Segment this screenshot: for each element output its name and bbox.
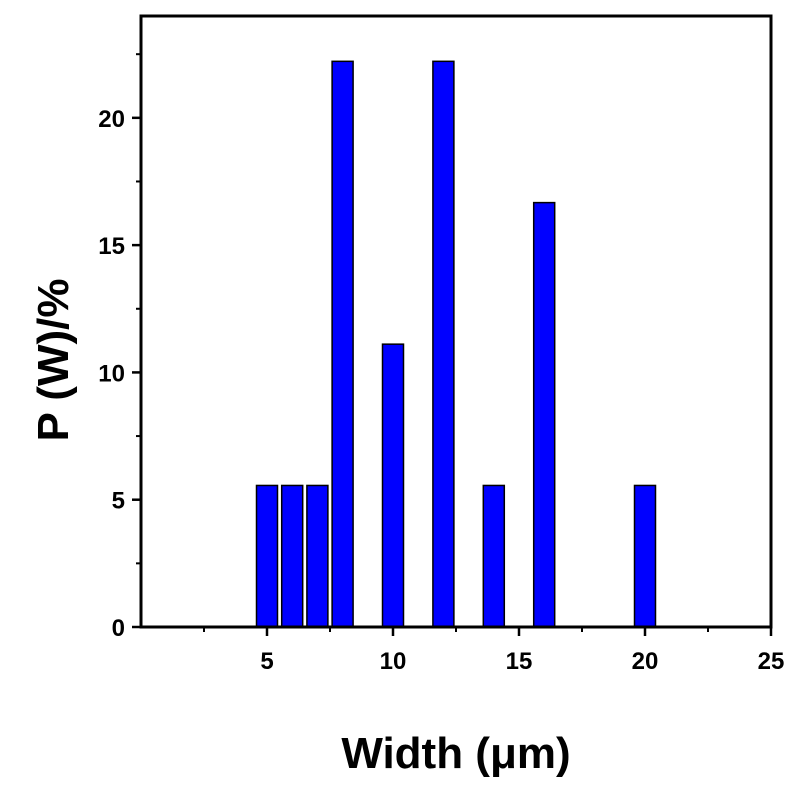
y-axis-title: P (W)/% [29, 279, 78, 442]
bar-10 [381, 343, 405, 628]
bar-6 [280, 484, 304, 628]
bar-8 [331, 60, 354, 628]
plot-frame [139, 14, 773, 629]
bars-layer [255, 60, 657, 628]
ticks-layer: 5 10 15 20 25 0 5 10 15 20 [98, 53, 785, 675]
y-tick-label: 0 [112, 615, 125, 642]
bar-20 [633, 484, 657, 628]
x-tick-label: 5 [260, 648, 273, 675]
bar-12 [432, 60, 455, 628]
bar-7 [306, 484, 329, 628]
bar-14 [482, 484, 506, 628]
x-tick-label: 25 [758, 648, 785, 675]
x-tick-label: 10 [380, 648, 407, 675]
bar-16 [532, 201, 556, 628]
y-tick-label: 5 [112, 488, 125, 515]
y-tick-label: 20 [98, 106, 125, 133]
x-tick-label: 20 [632, 648, 659, 675]
y-tick-label: 15 [98, 233, 125, 260]
x-axis-title: Width (μm) [341, 729, 570, 778]
y-tick-label: 10 [98, 360, 125, 387]
x-tick-label: 15 [506, 648, 533, 675]
bar-5 [255, 484, 279, 628]
